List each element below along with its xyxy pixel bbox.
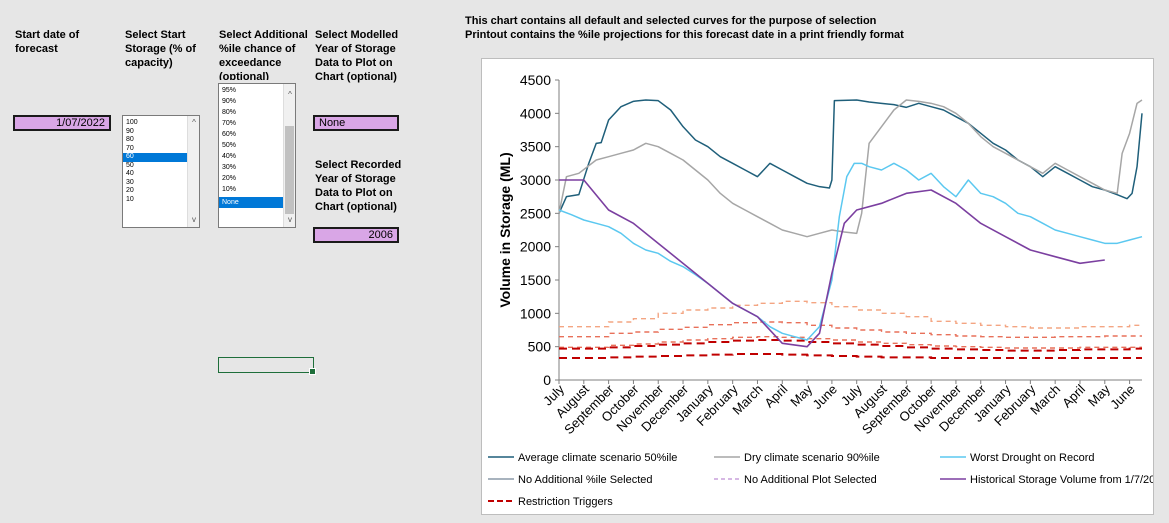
list-item[interactable]: 50% [222,142,237,149]
chart-note-line2: Printout contains the %ile projections f… [465,29,904,41]
list-item[interactable]: 20% [222,175,237,182]
y-tick-label: 2000 [520,239,551,255]
y-tick-label: 1000 [520,305,551,321]
start-storage-listbox[interactable]: 100 90 80 70 60 50 40 30 20 10 ^ v [122,115,200,228]
series-line-worst [558,162,1143,341]
legend-label-dry: Dry climate scenario 90%ile [744,452,880,464]
list-item[interactable]: 60 [123,153,199,162]
header-start-date: Start date of forecast [15,29,80,55]
list-item[interactable]: 30% [222,164,237,171]
additional-percentile-listbox[interactable]: 95% 90% 80% 70% 60% 50% 40% 30% 20% 10% None ^ v [218,83,296,228]
header-start-storage: Select Start Storage (% of capacity) [125,29,196,69]
fill-handle[interactable] [309,368,316,375]
list-item[interactable]: 40% [222,153,237,160]
x-tick-label: June [809,382,840,413]
list-item[interactable]: 80 [126,136,134,143]
list-item[interactable]: 20 [126,187,134,194]
list-item[interactable]: 30 [126,178,134,186]
list-item[interactable]: 70% [222,120,237,127]
list-item[interactable]: 10 [126,195,134,203]
start-storage-scrollbar[interactable]: ^ v [187,116,199,227]
legend-label-historical: Historical Storage Volume from 1/7/2006 [970,474,1153,486]
header-modelled-year: Select Modelled Year of Storage Data to … [315,29,399,83]
storage-chart: 0 500 1000 1500 2000 2500 3000 3500 4000 4500 Volu… [481,58,1168,515]
legend-label-avg: Average climate scenario 50%ile [518,452,677,464]
restriction-trigger-line [559,300,1142,329]
list-item[interactable]: 80% [222,109,237,116]
scroll-thumb[interactable] [285,126,294,214]
list-item[interactable]: 60% [222,131,237,138]
restriction-trigger-line [559,339,1142,352]
list-item[interactable]: 70 [126,144,134,152]
start-date-input[interactable]: 1/07/2022 [13,115,111,131]
y-tick-label: 3000 [520,172,551,188]
y-tick-label: 4000 [520,105,551,121]
list-item[interactable]: 10% [222,186,237,193]
y-axis-title: Volume in Storage (ML) [497,152,513,307]
list-item[interactable]: 95% [222,87,237,94]
header-recorded-year: Select Recorded Year of Storage Data to … [315,159,402,213]
list-item[interactable]: 40 [126,170,134,177]
x-tick-label: May [1085,381,1113,409]
y-tick-label: 500 [528,339,552,355]
series-line-avg [558,99,1143,214]
restriction-trigger-line [559,335,1142,349]
chart-note-line1: This chart contains all default and sele… [465,15,877,27]
start-storage-list-items: 100 90 80 70 60 50 40 30 20 10 [123,116,199,204]
restriction-trigger-line [559,353,1142,359]
list-item[interactable]: 50 [126,161,134,169]
scroll-down-icon[interactable]: v [192,215,196,224]
scroll-up-icon[interactable]: ^ [288,90,292,99]
y-tick-label: 2500 [520,205,551,221]
list-item[interactable]: 90 [126,127,134,135]
list-item[interactable]: None [219,197,295,208]
header-additional-percentile: Select Additional %ile chance of exceeda… [219,29,308,80]
restriction-trigger-line [559,321,1142,339]
y-tick-label: 1500 [520,272,551,288]
x-tick-label: June [1107,382,1138,413]
y-tick-label: 3500 [520,139,551,155]
legend-label-no_pct: No Additional %ile Selected [518,474,653,486]
legend-label-no_plot: No Additional Plot Selected [744,474,877,486]
series-line-dry [558,99,1143,238]
legend-label-trigger_dark: Restriction Triggers [518,496,613,508]
scroll-down-icon[interactable]: v [288,215,292,224]
list-item[interactable]: 90% [222,98,237,105]
series-line-historical [559,179,1105,348]
y-tick-label: 0 [543,372,551,388]
list-item[interactable]: 100 [126,119,138,126]
y-tick-label: 4500 [520,72,551,88]
selected-cell[interactable] [218,357,316,375]
x-tick-label: April [1059,381,1088,410]
percentile-list-items: 95% 90% 80% 70% 60% 50% 40% 30% 20% 10% None [219,84,295,208]
storage-chart-svg: 0 500 1000 1500 2000 2500 3000 3500 4000 4500 Volu… [488,72,1168,508]
x-tick-label: May [787,381,815,409]
recorded-year-input[interactable]: 2006 [313,227,399,243]
modelled-year-input[interactable]: None [313,115,399,131]
x-tick-label: April [761,381,790,410]
legend-label-worst: Worst Drought on Record [970,452,1095,464]
scroll-up-icon[interactable]: ^ [192,118,196,127]
percentile-scrollbar[interactable]: ^ v [283,84,295,227]
